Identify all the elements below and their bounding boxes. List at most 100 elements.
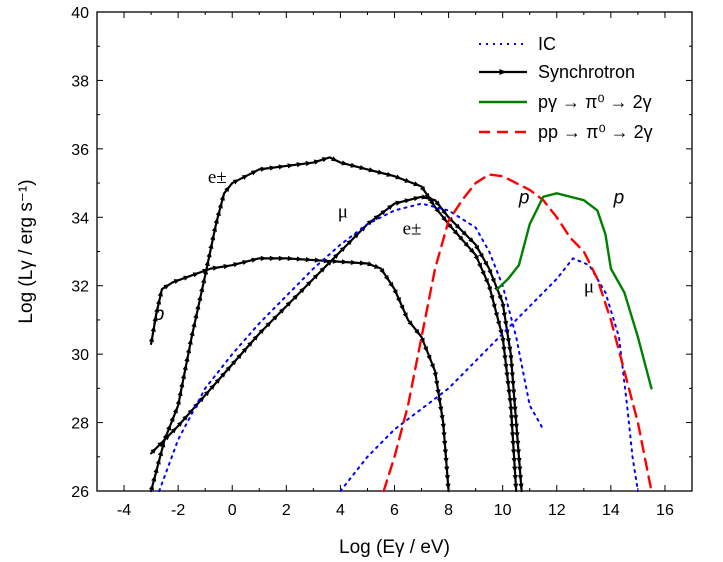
series-marker — [491, 303, 497, 310]
y-tick-label: 38 — [71, 73, 89, 90]
series-marker — [341, 259, 348, 265]
series-marker — [173, 279, 181, 285]
y-tick-label: 40 — [71, 5, 89, 22]
series-marker — [278, 164, 285, 170]
series-marker — [512, 406, 518, 413]
series-marker — [182, 414, 189, 421]
legend: IC Synchrotron pγ → π⁰ → 2γ pp → π⁰ → 2γ — [479, 34, 653, 142]
series-marker — [177, 389, 183, 397]
series-marker — [151, 475, 157, 482]
series-marker — [508, 355, 514, 362]
series-marker — [192, 272, 200, 278]
series-marker — [373, 263, 381, 269]
series-marker — [214, 377, 221, 384]
axis-ticks: -4 -2 0 2 4 6 8 10 12 14 16 26 28 30 32 34 36 38 40 — [71, 5, 693, 519]
series-marker — [505, 337, 511, 345]
series-marker — [154, 306, 160, 313]
series-marker — [368, 167, 375, 173]
series-marker — [321, 157, 329, 163]
series-marker — [511, 457, 517, 465]
series-marker — [404, 198, 411, 204]
series-marker — [350, 259, 357, 266]
x-tick-label: 0 — [228, 502, 237, 519]
series-marker — [513, 423, 519, 430]
series-marker — [296, 256, 303, 262]
series-line-sync — [149, 257, 450, 493]
series-marker — [512, 475, 518, 482]
series-marker — [359, 164, 366, 171]
series-marker — [187, 408, 194, 415]
series-marker — [150, 325, 156, 332]
series-marker — [454, 223, 461, 230]
series-marker — [215, 209, 221, 217]
series-marker — [402, 312, 408, 319]
series-marker — [516, 457, 522, 465]
series-marker — [272, 314, 279, 321]
series-marker — [515, 449, 521, 456]
series-marker — [299, 287, 306, 294]
series-marker — [210, 234, 216, 241]
series-marker — [148, 483, 154, 491]
annotation-label: p — [613, 188, 625, 209]
series-marker — [487, 269, 493, 276]
series-marker — [509, 423, 515, 430]
series-marker — [497, 294, 503, 302]
series-marker — [225, 365, 232, 372]
series-line-ic — [158, 202, 545, 492]
series-marker — [508, 406, 514, 413]
series-marker — [176, 420, 183, 427]
series-marker — [483, 278, 489, 285]
series-marker — [441, 432, 447, 439]
series-marker — [434, 380, 440, 388]
series-marker — [478, 252, 484, 260]
series-marker — [333, 252, 340, 259]
series-marker — [388, 281, 394, 289]
x-tick-label: -4 — [117, 502, 131, 519]
series-marker — [166, 424, 171, 431]
series-marker — [442, 449, 448, 456]
legend-marker — [499, 69, 507, 75]
series-marker — [258, 328, 265, 335]
series-marker — [463, 241, 470, 248]
annotation-label: p — [153, 304, 165, 325]
series-marker — [202, 268, 209, 275]
x-axis-label: Log (Eγ / eV) — [339, 537, 450, 558]
series-marker — [260, 166, 267, 172]
series-marker — [203, 389, 210, 397]
series-marker — [428, 196, 435, 202]
series-marker — [508, 363, 515, 370]
legend-label: pγ → π⁰ → 2γ — [538, 92, 652, 112]
series-marker — [380, 209, 387, 216]
x-tick-label: 14 — [602, 502, 620, 519]
series-marker — [490, 277, 496, 285]
series-marker — [170, 427, 177, 434]
x-tick-label: 8 — [444, 502, 453, 519]
series-marker — [339, 245, 346, 253]
series-marker — [445, 483, 451, 490]
series-marker — [182, 364, 188, 371]
series-marker — [323, 258, 330, 264]
series-marker — [387, 204, 394, 211]
legend-label: Synchrotron — [538, 62, 635, 82]
annotation-label: μ — [338, 201, 348, 222]
series-marker — [474, 244, 480, 252]
series-marker — [172, 406, 178, 414]
series-marker — [269, 255, 276, 261]
series-marker — [435, 389, 441, 396]
annotation-label: μ — [584, 277, 594, 298]
series-marker — [278, 307, 286, 314]
series-marker — [305, 160, 312, 167]
series-marker — [511, 389, 517, 396]
series-marker — [155, 458, 161, 465]
series-marker — [247, 340, 254, 347]
x-tick-label: 4 — [336, 502, 345, 519]
series-marker — [152, 315, 158, 322]
series-marker — [434, 200, 441, 207]
series-marker — [305, 256, 312, 263]
series-marker — [332, 258, 339, 264]
x-tick-label: 6 — [390, 502, 399, 519]
series-marker — [501, 312, 507, 319]
series-marker — [447, 223, 454, 230]
series-marker — [156, 298, 162, 305]
